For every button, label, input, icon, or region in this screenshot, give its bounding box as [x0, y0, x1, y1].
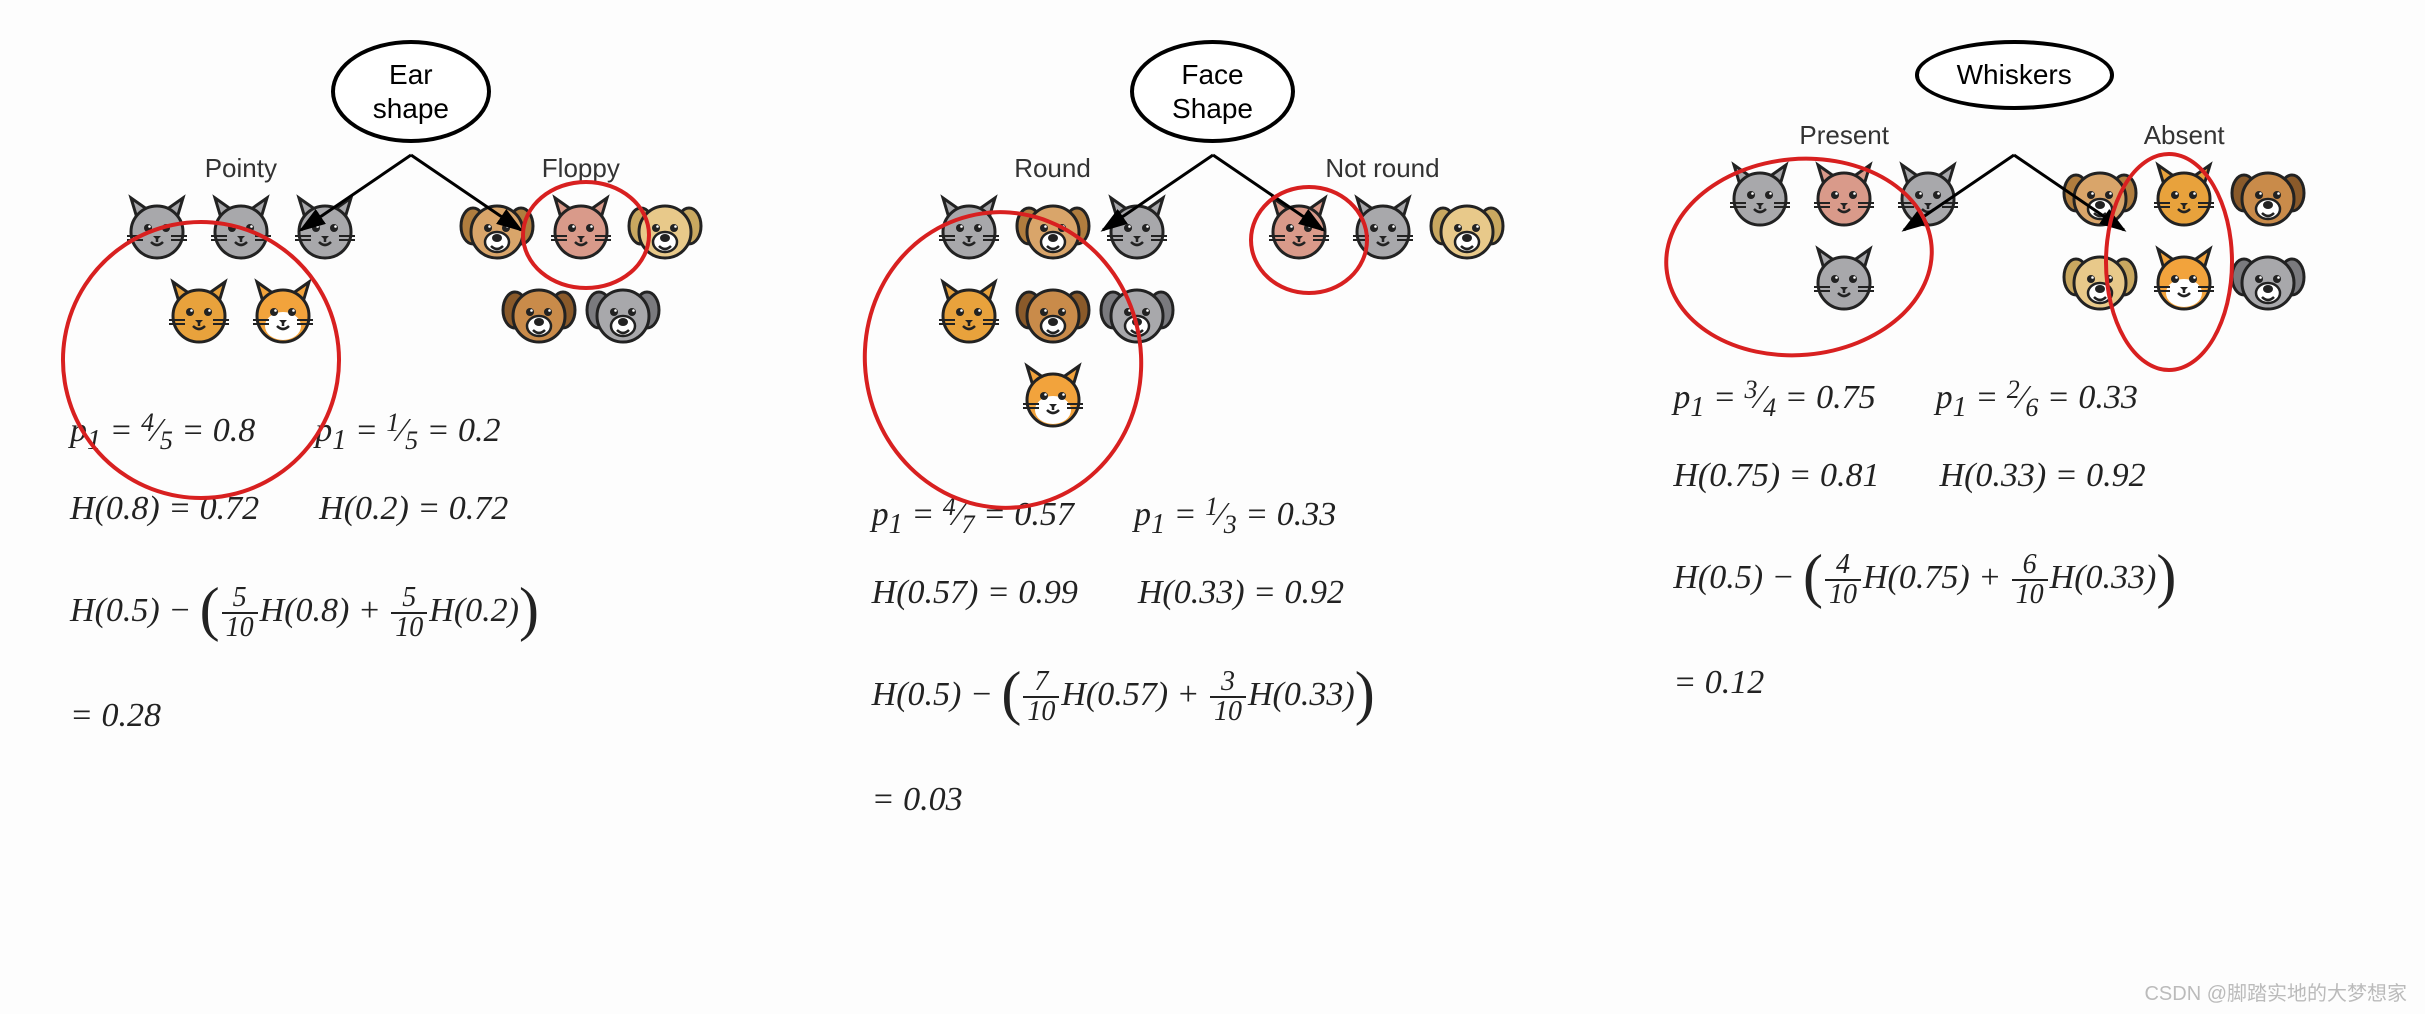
cat-icon	[929, 274, 1009, 354]
p1-row: p1 = 3⁄4 = 0.75 p1 = 2⁄6 = 0.33	[1673, 361, 2176, 439]
dog-icon	[2060, 157, 2140, 237]
dog-icon	[583, 274, 663, 354]
cat-icon	[929, 190, 1009, 270]
dog-icon	[2228, 157, 2308, 237]
info-gain-result: = 0.12	[1673, 646, 2176, 721]
H-row: H(0.75) = 0.81 H(0.33) = 0.92	[1673, 439, 2176, 514]
branch-right: Not round	[1243, 153, 1523, 438]
animal-grid	[91, 190, 391, 354]
H-left: H(0.8) = 0.72	[70, 472, 259, 547]
animal-grid	[1694, 157, 1994, 321]
dog-icon	[1013, 190, 1093, 270]
info-gain-result: = 0.28	[70, 679, 539, 754]
cat-icon	[243, 274, 323, 354]
cat-icon	[285, 190, 365, 270]
p1-row: p1 = 4⁄5 = 0.8 p1 = 1⁄5 = 0.2	[70, 394, 539, 472]
p1-right: p1 = 2⁄6 = 0.33	[1936, 361, 2138, 439]
cat-icon	[1259, 190, 1339, 270]
animal-grid	[431, 190, 731, 354]
cat-icon	[1720, 157, 1800, 237]
branch-left: Pointy	[91, 153, 391, 354]
dog-icon	[2060, 241, 2140, 321]
H-left: H(0.57) = 0.99	[872, 556, 1078, 631]
cat-icon	[1888, 157, 1968, 237]
branch-left: Present	[1694, 120, 1994, 321]
root-node: Whiskers	[1915, 40, 2114, 110]
animal-grid	[1259, 190, 1507, 270]
p1-left: p1 = 4⁄7 = 0.57	[872, 478, 1074, 556]
cat-icon	[1804, 157, 1884, 237]
dog-icon	[625, 190, 705, 270]
panel-face-shape: FaceShape Round	[842, 40, 1584, 838]
cat-icon	[2144, 241, 2224, 321]
H-right: H(0.2) = 0.72	[319, 472, 508, 547]
info-gain-expr: H(0.5) − (510H(0.8) + 510H(0.2))	[70, 547, 539, 679]
branch-label: Absent	[2144, 120, 2225, 151]
cat-icon	[159, 274, 239, 354]
cat-icon	[201, 190, 281, 270]
watermark: CSDN @脚踏实地的大梦想家	[2144, 977, 2407, 1006]
cat-icon	[1343, 190, 1423, 270]
info-gain-expr: H(0.5) − (410H(0.75) + 610H(0.33))	[1673, 514, 2176, 646]
p1-right: p1 = 1⁄5 = 0.2	[315, 394, 500, 472]
branch-label: Pointy	[205, 153, 277, 184]
branch-label: Floppy	[542, 153, 620, 184]
cat-icon	[1097, 190, 1177, 270]
H-right: H(0.33) = 0.92	[1940, 439, 2146, 514]
cat-icon	[1804, 241, 1884, 321]
root-node: FaceShape	[1130, 40, 1295, 143]
branch-label: Not round	[1325, 153, 1439, 184]
branch-right: Absent	[2034, 120, 2334, 321]
p1-left: p1 = 3⁄4 = 0.75	[1673, 361, 1875, 439]
animal-grid	[2034, 157, 2334, 321]
H-left: H(0.75) = 0.81	[1673, 439, 1879, 514]
math-block: p1 = 4⁄5 = 0.8 p1 = 1⁄5 = 0.2 H(0.8) = 0…	[40, 394, 539, 754]
dog-icon	[457, 190, 537, 270]
branches: Present	[1643, 120, 2385, 321]
root-node: Earshape	[331, 40, 491, 143]
cat-icon	[117, 190, 197, 270]
animal-grid	[903, 190, 1203, 438]
branch-label: Present	[1799, 120, 1889, 151]
cat-icon	[2144, 157, 2224, 237]
panel-ear-shape: Earshape Pointy	[40, 40, 782, 838]
dog-icon	[1097, 274, 1177, 354]
cat-icon	[1013, 358, 1093, 438]
dog-icon	[2228, 241, 2308, 321]
H-row: H(0.57) = 0.99 H(0.33) = 0.92	[872, 556, 1375, 631]
p1-row: p1 = 4⁄7 = 0.57 p1 = 1⁄3 = 0.33	[872, 478, 1375, 556]
branch-label: Round	[1014, 153, 1091, 184]
p1-left: p1 = 4⁄5 = 0.8	[70, 394, 255, 472]
branch-left: Round	[903, 153, 1203, 438]
dog-icon	[1013, 274, 1093, 354]
panel-whiskers: Whiskers Present	[1643, 40, 2385, 838]
info-gain-result: = 0.03	[872, 763, 1375, 838]
H-row: H(0.8) = 0.72 H(0.2) = 0.72	[70, 472, 539, 547]
math-block: p1 = 3⁄4 = 0.75 p1 = 2⁄6 = 0.33 H(0.75) …	[1643, 361, 2176, 721]
info-gain-expr: H(0.5) − (710H(0.57) + 310H(0.33))	[872, 631, 1375, 763]
dog-icon	[499, 274, 579, 354]
branch-right: Floppy	[431, 153, 731, 354]
panels-container: Earshape Pointy	[0, 0, 2425, 838]
math-block: p1 = 4⁄7 = 0.57 p1 = 1⁄3 = 0.33 H(0.57) …	[842, 478, 1375, 838]
dog-icon	[1427, 190, 1507, 270]
H-right: H(0.33) = 0.92	[1138, 556, 1344, 631]
branches: Round	[842, 153, 1584, 438]
branches: Pointy	[40, 153, 782, 354]
p1-right: p1 = 1⁄3 = 0.33	[1134, 478, 1336, 556]
cat-icon	[541, 190, 621, 270]
